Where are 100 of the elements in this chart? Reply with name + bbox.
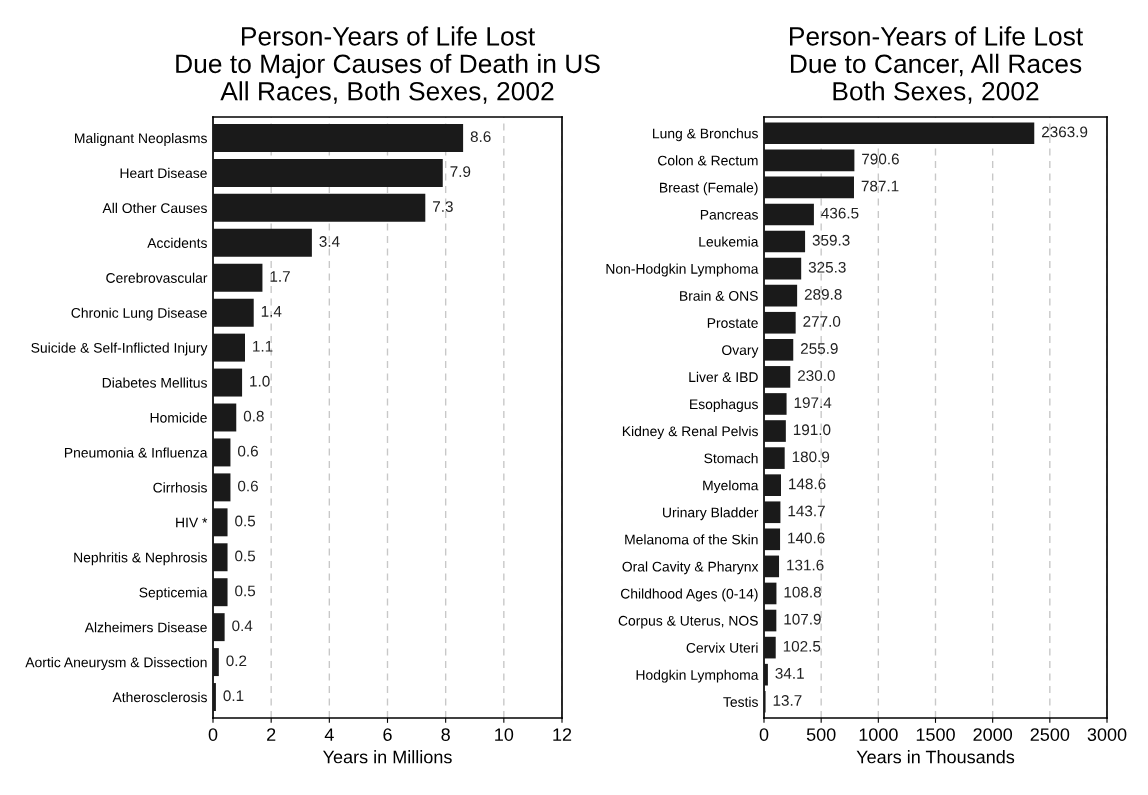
y-tick-label: Kidney & Renal Pelvis [622,426,758,439]
y-tick-label: Malignant Neoplasms [75,132,207,146]
data-label: 230.0 [798,370,835,381]
data-label: 0.6 [237,445,258,457]
bar [213,648,219,677]
y-tick-label: Urinary Bladder [663,507,759,521]
x-tick-label: 6 [383,728,392,741]
data-label: 34.1 [775,667,804,679]
data-label: 7.9 [450,166,471,178]
bar [764,636,776,659]
bar [764,311,796,334]
x-axis-title: Years in Millions [323,750,452,764]
bar [764,609,777,632]
y-tick-label: Childhood Ages (0-14) [620,588,758,602]
y-tick-label: Non-Hodgkin Lymphoma [606,263,759,277]
bar [764,257,802,280]
y-tick-label: Liver & IBD [689,371,758,383]
data-label: 0.2 [226,655,247,667]
data-label: 0.5 [235,515,256,527]
y-tick-label: Cirrhosis [153,482,207,493]
bar [213,368,243,397]
data-label: 790.6 [862,153,899,165]
x-tick-label: 0 [208,728,218,741]
y-tick-label: All Other Causes [102,202,207,214]
bar [764,528,781,551]
x-tick-label: 2000 [973,728,1013,741]
data-label: 289.8 [804,288,842,300]
y-tick-label: Myeloma [703,480,759,494]
bar [213,228,312,257]
y-tick-label: Suicide & Self-Inflicted Injury [31,342,208,356]
data-label: 131.6 [787,559,824,571]
data-label: 102.5 [783,640,821,652]
x-tick-label: 3000 [1087,728,1127,741]
data-label: 1.4 [261,306,282,317]
data-label: 1.1 [253,341,273,352]
y-tick-label: Esophagus [690,398,758,412]
y-tick-label: Septicemia [139,587,208,601]
chart-title: Person-Years of Life Lost Due to Cancer, All Races Both Sexes, 2002 [790,26,1083,104]
data-label: 2363.9 [1041,126,1088,138]
x-tick-label: 8 [441,728,450,741]
x-tick-label: 0 [759,728,769,741]
y-tick-label: Accidents [147,237,207,248]
y-tick-label: Hodgkin Lymphoma [636,669,759,683]
bar [213,298,254,327]
data-label: 436.5 [821,207,859,219]
data-label: 359.3 [812,234,850,246]
data-label: 0.8 [243,410,264,422]
x-tick-label: 2 [267,728,276,741]
bar [764,555,780,578]
y-tick-label: Pancreas [700,209,758,220]
x-axis-title: Years in Thousands [856,750,1015,764]
data-label: 787.1 [861,180,899,192]
chart-title: Person-Years of Life Lost Due to Major Causes of Death in US All Races, Both Sexes, 2002 [176,26,600,104]
data-label: 143.7 [788,505,825,517]
x-tick-label: 12 [553,728,572,741]
bar [213,403,237,432]
bar [764,501,781,524]
bar [213,543,228,572]
bar [764,663,768,686]
bar [764,176,854,199]
y-tick-label: Testis [723,696,758,707]
bar [764,393,787,415]
data-label: 108.8 [784,586,821,598]
bar [213,508,228,537]
x-tick-label: 2500 [1030,728,1070,741]
data-label: 197.4 [794,397,832,409]
bar [764,366,791,388]
data-label: 1.0 [250,375,270,387]
y-tick-label: Breast (Female) [660,182,758,196]
y-tick-label: Pneumonia & Influenza [64,447,208,458]
y-tick-label: Cerebrovascular [106,272,208,283]
y-tick-label: Homicide [150,412,207,423]
bar [213,333,245,362]
x-tick-label: 500 [806,728,836,741]
x-tick-label: 1500 [916,728,955,741]
y-tick-label: Nephritis & Nephrosis [74,552,207,566]
y-tick-label: Stomach [704,453,758,464]
data-label: 8.6 [470,131,491,143]
y-tick-label: Oral Cavity & Pharynx [622,561,759,575]
data-label: 255.9 [800,343,838,354]
bar [213,683,216,712]
bar [213,578,228,607]
data-label: 107.9 [784,613,821,625]
x-tick-label: 10 [495,728,514,741]
y-tick-label: Cervix Uteri [686,642,758,653]
y-tick-label: Melanoma of the Skin [625,534,758,545]
bar [764,122,1035,145]
data-label: 180.9 [792,451,830,463]
bar [764,230,806,253]
y-tick-label: Leukemia [699,236,759,247]
data-label: 0.5 [235,550,256,562]
x-tick-label: 4 [324,728,334,741]
y-tick-label: Corpus & Uterus, NOS [618,615,758,629]
y-tick-label: Colon & Rectum [658,155,758,166]
y-tick-label: HIV * [176,517,208,528]
data-label: 0.5 [235,585,256,597]
bar [764,149,855,172]
data-label: 0.6 [237,480,258,492]
bar [764,582,777,605]
y-tick-label: Aortic Aneurysm & Dissection [25,657,207,671]
